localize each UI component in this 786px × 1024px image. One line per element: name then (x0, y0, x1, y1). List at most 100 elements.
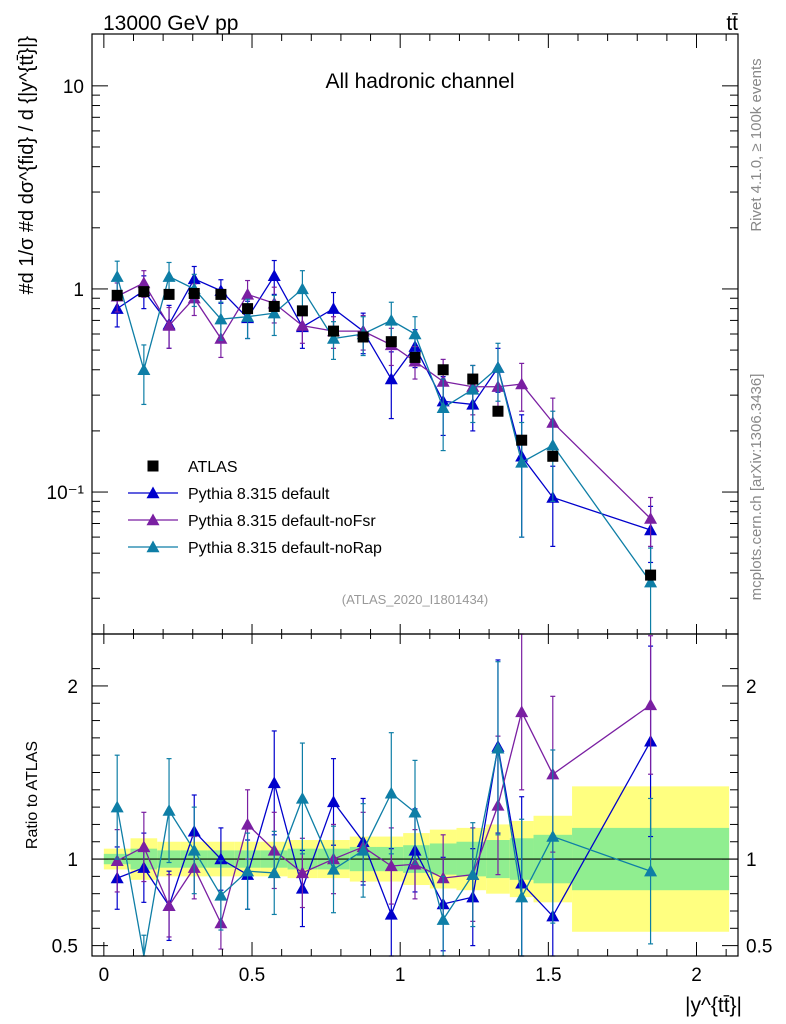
ratio-y-axis: 0.5 0.5 1 1 2 2 (52, 668, 772, 958)
ratio-frame (91, 633, 739, 957)
series-3-point (515, 455, 529, 468)
series-2-ratio-line (116, 704, 651, 925)
series-2-point (137, 276, 151, 289)
atlas-data-point (357, 331, 369, 343)
channel-label: All hadronic channel (325, 70, 514, 93)
series-3-ratio-point (491, 741, 505, 754)
series-3-point (214, 312, 228, 325)
ratio-y-tick-label-right: 0.5 (746, 937, 772, 958)
series-1-point (327, 302, 341, 314)
series-2-ratio-point (515, 705, 529, 718)
series-3-point (546, 438, 560, 451)
side-site-label: mcplots.cern.ch [arXiv:1306.3436] (748, 374, 765, 601)
atlas-data-point (492, 405, 504, 417)
series-2-point (644, 512, 658, 524)
series-3-point (137, 363, 151, 375)
series-3-ratio-point (214, 888, 228, 901)
series-3-ratio-line (116, 748, 651, 957)
main-y-axis: 10 1 10⁻¹ (47, 77, 738, 635)
ratio-y-tick-label: 1 (67, 850, 78, 871)
series-2-ratio-point (162, 899, 176, 911)
atlas-data-point (467, 373, 479, 385)
series-3-ratio-point (267, 866, 281, 879)
series-2-point (241, 287, 255, 300)
series-3-point (436, 401, 450, 413)
series-3-ratio-point (356, 843, 370, 856)
series-3-main (110, 260, 658, 635)
series-1-ratio-point (267, 776, 281, 789)
series-3-ratio-point (436, 913, 450, 925)
atlas-data-point (188, 287, 200, 299)
x-axis: 0 0.5 1 1.5 2 (99, 34, 727, 986)
series-1-point (384, 372, 398, 385)
series-3-ratio-point (187, 843, 201, 856)
series-2-point (515, 377, 529, 390)
series-3-ratio-point (408, 805, 422, 818)
series-3-point (241, 310, 255, 322)
x-tick-label: 0.5 (239, 965, 265, 986)
energy-label: 13000 GeV pp (103, 12, 238, 35)
series-3-ratio-point (384, 786, 398, 799)
atlas-data-point (385, 336, 397, 348)
series-3-point (295, 282, 309, 295)
series-2-ratio-point (110, 854, 124, 866)
analysis-id: (ATLAS_2020_I1801434) (342, 592, 488, 607)
series-3-ratio-point (110, 800, 124, 813)
legend-series-3-marker (146, 540, 160, 553)
series-2-point (162, 319, 176, 331)
series-2-ratio-point (241, 817, 255, 830)
series-3-point (644, 575, 658, 588)
x-tick-label: 1 (395, 965, 406, 986)
series-1-ratio-point (327, 795, 341, 808)
ratio-y-tick-label-right: 2 (746, 677, 757, 698)
legend: ATLAS Pythia 8.315 default Pythia 8.315 de… (128, 459, 382, 557)
main-y-tick-label: 10 (63, 77, 84, 98)
atlas-data-point (215, 288, 227, 300)
series-3-ratio-point (644, 864, 658, 877)
series-3-line (116, 275, 652, 583)
atlas-data-point (328, 325, 340, 337)
main-panel: 10 1 10⁻¹ #d 1/σ #d dσ^{fid} / d {|y^{tt̄}… (16, 33, 739, 635)
atlas-data-point (111, 289, 123, 301)
ratio-y-axis-label: Ratio to ATLAS (24, 741, 41, 849)
legend-series-2-marker (146, 513, 160, 526)
side-rivet-label: Rivet 4.1.0, ≥ 100k events (748, 58, 765, 231)
legend-series-1-marker (146, 486, 160, 499)
series-3-point (408, 327, 422, 340)
legend-series-3-label: Pythia 8.315 default-noRap (188, 540, 382, 557)
series-3-point (110, 270, 124, 282)
ratio-panel: 0.5 0.5 1 1 2 2 Ratio to ATLAS (24, 633, 772, 958)
series-2-line (116, 282, 652, 520)
atlas-data-point (268, 300, 280, 312)
series-3-ratio-point (295, 791, 309, 804)
atlas-data-point (645, 569, 657, 581)
series-2-ratio-point (644, 698, 658, 711)
legend-atlas-label: ATLAS (188, 459, 238, 476)
series-1-ratio-point (214, 852, 228, 865)
ratio-y-tick-label: 2 (67, 677, 78, 698)
series-3-ratio-point (466, 868, 480, 880)
atlas-data-point (516, 434, 528, 446)
series-3-ratio-point (327, 862, 341, 875)
atlas-data-point (242, 303, 254, 315)
series-1-point (267, 269, 281, 282)
legend-series-2-label: Pythia 8.315 default-noFsr (188, 513, 376, 530)
atlas-data-point (138, 286, 150, 298)
series-3-ratio (110, 661, 658, 957)
main-y-tick-label: 10⁻¹ (47, 483, 85, 504)
series-2-ratio-point (295, 866, 309, 879)
x-tick-label: 2 (691, 965, 702, 986)
atlas-data (111, 286, 657, 581)
series-3-ratio-point (162, 804, 176, 816)
main-y-tick-label: 1 (73, 280, 84, 301)
main-plot-area (110, 259, 658, 635)
series-3-point (491, 361, 505, 373)
legend-atlas-marker (147, 460, 159, 472)
legend-series-1-label: Pythia 8.315 default (188, 486, 330, 503)
series-3-ratio-point (241, 864, 255, 877)
series-2-ratio-point (384, 859, 398, 872)
series-3-point (384, 313, 398, 326)
process-label: tt̄ (726, 12, 738, 35)
ratio-y-tick-label: 0.5 (52, 937, 78, 958)
